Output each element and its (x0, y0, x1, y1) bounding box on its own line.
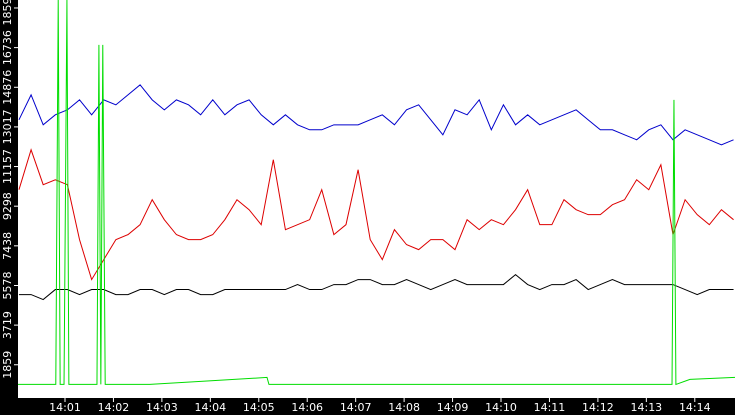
y-tick-label: 7438 (1, 232, 14, 260)
x-tick-label: 14:01 (49, 401, 81, 414)
x-tick-label: 14:04 (194, 401, 226, 414)
x-tick-label: 14:11 (534, 401, 566, 414)
x-tick-label: 14:13 (630, 401, 662, 414)
series-line (18, 0, 735, 386)
series-line (18, 273, 734, 301)
x-tick-label: 14:14 (679, 401, 711, 414)
series-line (18, 84, 734, 146)
y-tick-label: 13017 (1, 109, 14, 144)
y-tick-label: 5578 (1, 271, 14, 299)
x-tick-label: 14:02 (98, 401, 130, 414)
x-tick-label: 14:08 (388, 401, 420, 414)
x-tick-label: 14:06 (291, 401, 323, 414)
y-tick-label: 18596 (1, 0, 14, 25)
x-tick-label: 14:10 (485, 401, 517, 414)
y-tick-label: 14876 (1, 70, 14, 105)
series-line (18, 148, 734, 281)
x-tick-label: 14:05 (243, 401, 275, 414)
y-tick-label: 9298 (1, 192, 14, 220)
plot-area (18, 0, 735, 386)
y-axis-bar (0, 0, 18, 415)
x-tick-label: 14:09 (437, 401, 469, 414)
y-tick-label: 3719 (1, 311, 14, 339)
y-tick-label: 16736 (1, 30, 14, 65)
x-tick-label: 14:07 (340, 401, 372, 414)
y-tick-label: 1859 (1, 351, 14, 379)
x-axis-bar (0, 398, 735, 415)
x-tick-label: 14:03 (146, 401, 178, 414)
y-tick-label: 11157 (1, 149, 14, 184)
x-tick-label: 14:12 (582, 401, 614, 414)
